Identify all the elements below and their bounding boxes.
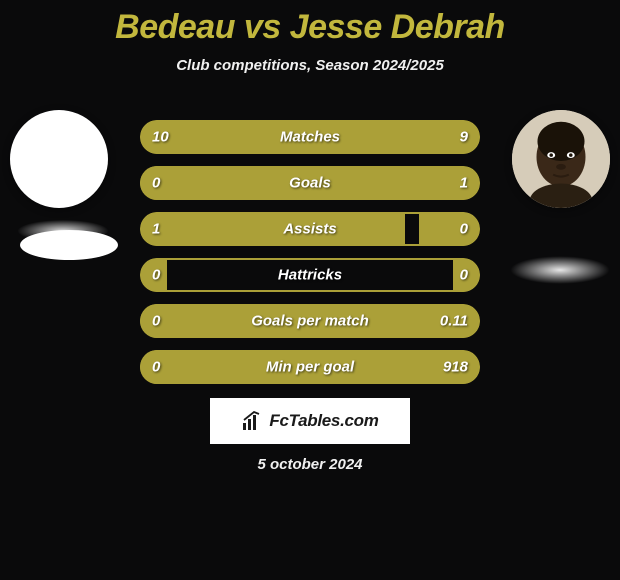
- stat-value-left: 10: [152, 129, 169, 146]
- stat-bar-right: [419, 212, 480, 246]
- stat-value-left: 0: [152, 267, 160, 284]
- stat-label: Goals per match: [251, 313, 369, 330]
- stat-row-hattricks: 0 Hattricks 0: [140, 258, 480, 292]
- stat-row-goals: 0 Goals 1: [140, 166, 480, 200]
- chart-icon: [241, 410, 263, 432]
- subtitle: Club competitions, Season 2024/2025: [0, 57, 620, 74]
- stat-label: Goals: [289, 175, 331, 192]
- stat-row-assists: 1 Assists 0: [140, 212, 480, 246]
- stat-value-left: 0: [152, 313, 160, 330]
- player-right-shadow: [510, 256, 610, 284]
- stat-value-right: 1: [460, 175, 468, 192]
- stat-value-right: 0: [460, 221, 468, 238]
- footer-brand-text: FcTables.com: [269, 411, 378, 431]
- stat-label: Min per goal: [266, 359, 354, 376]
- stat-value-right: 0.11: [440, 313, 468, 330]
- stats-container: 10 Matches 9 0 Goals 1 1 Assists 0 0 Hat…: [140, 120, 480, 396]
- stat-value-right: 9: [460, 129, 468, 146]
- footer-date: 5 october 2024: [257, 456, 362, 473]
- stat-row-min-per-goal: 0 Min per goal 918: [140, 350, 480, 384]
- player-right-avatar: [512, 110, 610, 208]
- stat-value-right: 918: [443, 359, 468, 376]
- stat-label: Matches: [280, 129, 340, 146]
- stat-value-right: 0: [460, 267, 468, 284]
- player-left-avatar: [10, 110, 108, 208]
- player-left-shadow: [18, 220, 108, 242]
- stat-value-left: 0: [152, 175, 160, 192]
- stat-label: Hattricks: [278, 267, 342, 284]
- stat-value-left: 0: [152, 359, 160, 376]
- footer-brand-badge: FcTables.com: [210, 398, 410, 444]
- page-title: Bedeau vs Jesse Debrah: [0, 0, 620, 47]
- stat-row-goals-per-match: 0 Goals per match 0.11: [140, 304, 480, 338]
- stat-bar-right: [319, 120, 480, 154]
- stat-row-matches: 10 Matches 9: [140, 120, 480, 154]
- stat-label: Assists: [283, 221, 336, 238]
- stat-value-left: 1: [152, 221, 160, 238]
- stat-bar-left: [140, 212, 405, 246]
